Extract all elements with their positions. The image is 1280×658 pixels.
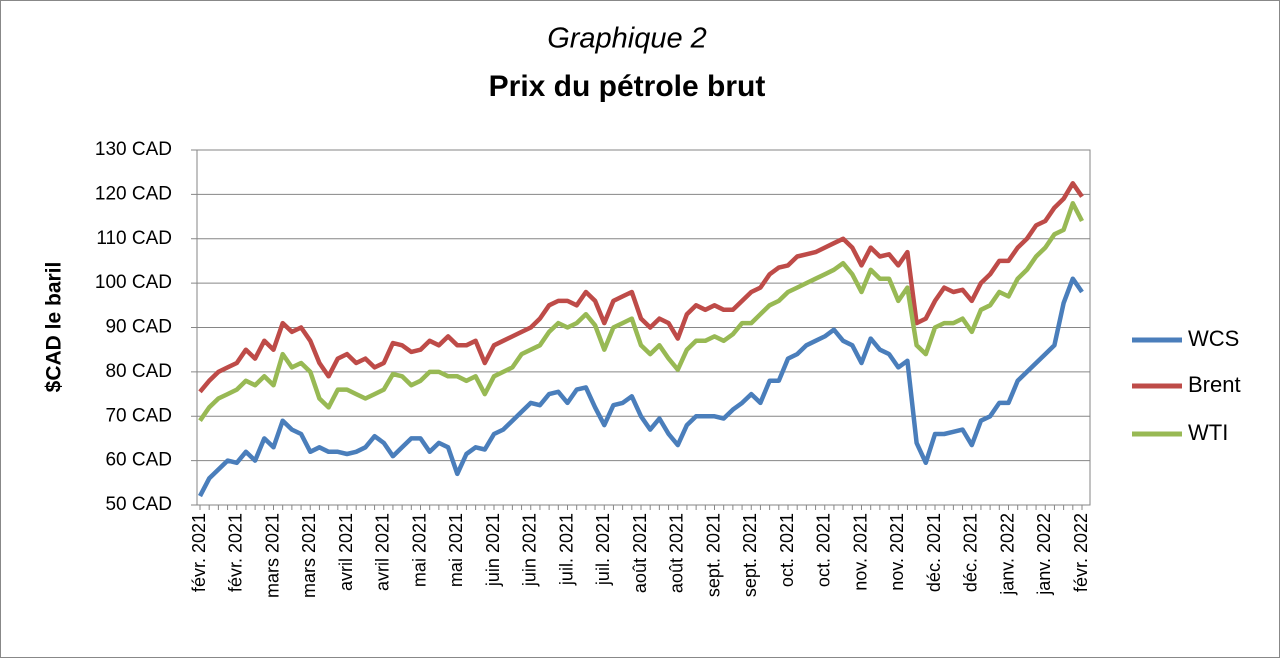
chart-title: Graphique 2 (547, 23, 707, 55)
y-tick-label: 50 CAD (105, 494, 172, 515)
y-tick-label: 110 CAD (96, 228, 172, 249)
x-tick-label: avril 2021 (336, 513, 356, 591)
x-tick-label: nov. 2021 (887, 513, 907, 591)
x-tick-label: mars 2021 (262, 513, 282, 598)
x-tick-label: nov. 2021 (850, 513, 870, 591)
legend-label: WCS (1188, 326, 1239, 351)
x-tick-label: mai 2021 (446, 513, 466, 587)
line (198, 181, 1084, 394)
line (198, 276, 1084, 498)
y-tick-label: 100 CAD (95, 272, 172, 293)
x-tick-label: janv. 2022 (1034, 513, 1054, 596)
x-tick-label: mars 2021 (299, 513, 319, 598)
x-tick-label: avril 2021 (373, 513, 393, 591)
x-tick-label: sept. 2021 (740, 513, 760, 597)
x-tick-label: mai 2021 (409, 513, 429, 587)
x-tick-label: févr. 2021 (189, 513, 209, 592)
y-tick-label: 90 CAD (105, 317, 172, 338)
x-tick-label: oct. 2021 (814, 513, 834, 587)
x-tick-label: août 2021 (667, 513, 687, 593)
y-tick-label: 80 CAD (105, 361, 172, 382)
chart-subtitle: Prix du pétrole brut (489, 70, 766, 103)
y-tick-label: 60 CAD (105, 450, 172, 471)
legend-label: WTI (1188, 420, 1228, 445)
x-tick-label: févr. 2022 (1071, 513, 1091, 592)
x-tick-label: sept. 2021 (703, 513, 723, 597)
x-tick-label: janv. 2022 (997, 513, 1017, 596)
y-tick-label: 130 CAD (95, 139, 172, 160)
y-axis-label: $CAD le baril (43, 262, 66, 393)
legend-label: Brent (1188, 372, 1241, 397)
x-tick-label: déc. 2021 (924, 513, 944, 592)
x-tick-label: oct. 2021 (777, 513, 797, 587)
x-tick-label: août 2021 (630, 513, 650, 593)
x-tick-label: juin 2021 (483, 513, 503, 587)
line (198, 201, 1084, 422)
x-tick-label: déc. 2021 (961, 513, 981, 592)
x-tick-label: févr. 2021 (226, 513, 246, 592)
x-tick-label: juin 2021 (520, 513, 540, 587)
y-tick-label: 70 CAD (105, 405, 172, 426)
x-tick-label: juil. 2021 (556, 513, 576, 586)
plot-border (196, 149, 1091, 506)
x-tick-label: juil. 2021 (593, 513, 613, 586)
y-tick-label: 120 CAD (95, 183, 172, 204)
